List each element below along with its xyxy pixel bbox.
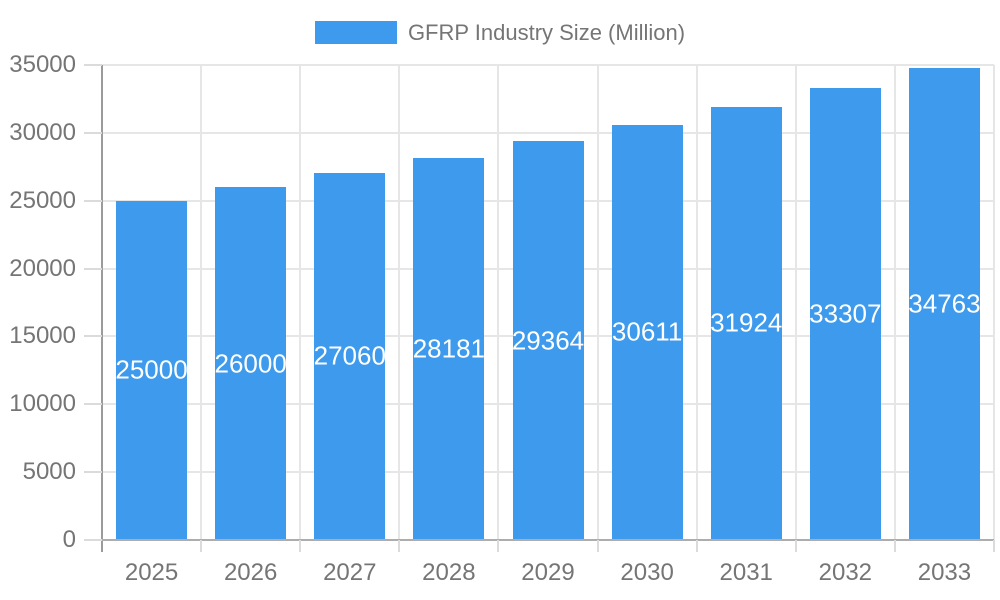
y-axis-tick-label: 15000 bbox=[9, 322, 76, 350]
bar-value-label: 31924 bbox=[710, 307, 783, 338]
y-gridline bbox=[102, 131, 994, 134]
y-axis-tick bbox=[84, 471, 102, 474]
bar-2029[interactable] bbox=[512, 141, 584, 540]
x-axis-tick-label: 2033 bbox=[917, 559, 972, 586]
y-axis-tick bbox=[84, 199, 102, 202]
bar-value-label: 30611 bbox=[611, 316, 683, 347]
x-axis-tick bbox=[497, 540, 500, 552]
bar-2033[interactable] bbox=[908, 68, 980, 540]
x-gridline bbox=[695, 65, 698, 540]
x-gridline bbox=[497, 65, 500, 540]
bar-value-label: 29364 bbox=[511, 325, 585, 356]
chart-legend[interactable]: GFRP Industry Size (Million) bbox=[0, 21, 1000, 44]
x-gridline bbox=[398, 65, 401, 540]
x-axis-tick-label: 2029 bbox=[521, 559, 575, 586]
y-axis-tick bbox=[84, 539, 102, 541]
x-axis-tick-label: 2031 bbox=[719, 559, 773, 586]
y-axis-tick-label: 0 bbox=[62, 526, 76, 553]
y-axis-line bbox=[101, 65, 103, 552]
x-axis-tick-label: 2026 bbox=[223, 559, 278, 586]
x-axis-tick bbox=[993, 540, 995, 552]
bar-2027[interactable] bbox=[314, 172, 386, 540]
bar-value-label: 34763 bbox=[908, 288, 981, 319]
bar-value-label: 33307 bbox=[809, 298, 882, 329]
bar-2026[interactable] bbox=[215, 187, 287, 540]
y-gridline bbox=[102, 64, 994, 66]
y-axis-tick bbox=[84, 267, 102, 270]
x-axis-tick bbox=[200, 540, 203, 552]
y-axis-tick bbox=[84, 403, 102, 406]
x-axis-baseline bbox=[101, 539, 994, 541]
bar-value-label: 26000 bbox=[214, 348, 287, 379]
y-axis-tick-label: 25000 bbox=[9, 186, 76, 214]
bar-value-label: 25000 bbox=[115, 354, 188, 385]
y-axis-tick-label: 30000 bbox=[9, 118, 76, 146]
bar-2032[interactable] bbox=[809, 87, 881, 540]
bar-2030[interactable] bbox=[611, 124, 683, 540]
x-axis-tick-label: 2030 bbox=[620, 559, 674, 586]
x-gridline bbox=[993, 65, 995, 540]
x-axis-tick bbox=[299, 540, 302, 552]
x-gridline bbox=[794, 65, 797, 540]
y-axis-tick-label: 5000 bbox=[22, 458, 76, 486]
x-axis-tick-label: 2027 bbox=[323, 559, 377, 586]
y-axis-tick-label: 10000 bbox=[9, 390, 76, 418]
y-axis-tick bbox=[84, 64, 102, 66]
x-axis-tick bbox=[893, 540, 896, 552]
bar-2031[interactable] bbox=[710, 106, 782, 540]
x-axis-tick bbox=[398, 540, 401, 552]
x-gridline bbox=[200, 65, 203, 540]
bar-2025[interactable] bbox=[116, 200, 188, 540]
legend-label: GFRP Industry Size (Million) bbox=[407, 20, 686, 45]
x-axis-tick-label: 2028 bbox=[422, 559, 476, 586]
x-axis-tick-label: 2025 bbox=[124, 559, 179, 586]
x-axis-tick bbox=[596, 540, 599, 552]
x-axis-tick bbox=[794, 540, 797, 552]
y-axis-tick-label: 35000 bbox=[9, 51, 76, 78]
x-axis-tick-label: 2032 bbox=[818, 559, 873, 586]
x-gridline bbox=[299, 65, 302, 540]
x-gridline bbox=[893, 65, 896, 540]
x-axis-tick bbox=[695, 540, 698, 552]
y-axis-tick bbox=[84, 335, 102, 338]
y-axis-tick bbox=[84, 131, 102, 134]
bar-2028[interactable] bbox=[413, 157, 485, 540]
bar-value-label: 28181 bbox=[412, 333, 486, 364]
bar-value-label: 27060 bbox=[313, 340, 386, 371]
y-axis-tick-label: 20000 bbox=[9, 254, 76, 282]
legend-color-swatch bbox=[314, 21, 397, 44]
x-gridline bbox=[596, 65, 599, 540]
